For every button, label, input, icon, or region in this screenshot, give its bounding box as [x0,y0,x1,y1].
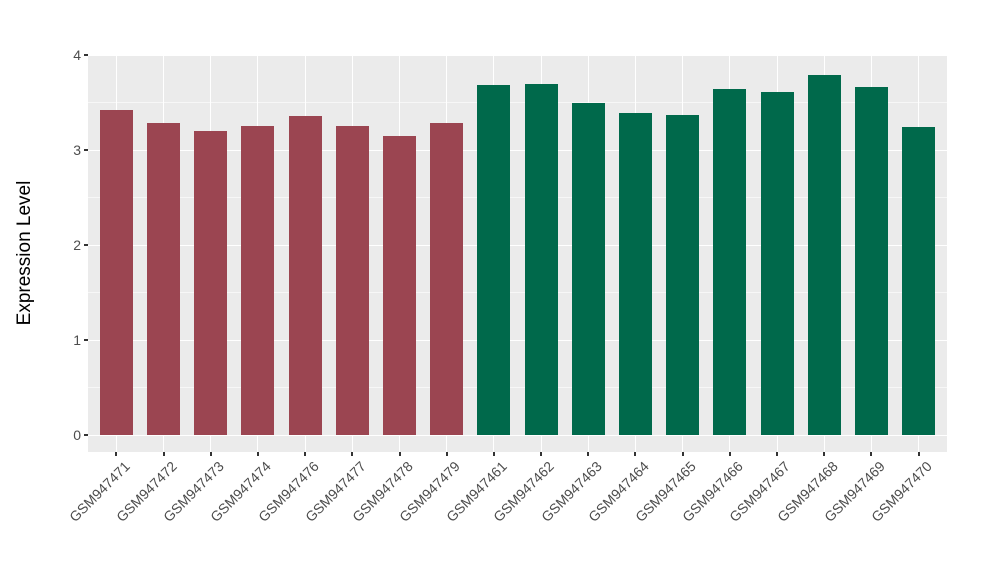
bar-GSM947472 [147,123,181,435]
y-tick-label: 1 [73,332,81,348]
x-tick-mark [304,452,307,456]
gridline-major [88,55,947,56]
x-tick-mark [728,452,731,456]
bar-GSM947467 [760,92,794,435]
y-tick-mark [84,244,88,246]
x-tick-mark [776,452,779,456]
bar-GSM947465 [666,114,700,435]
y-tick-mark [84,434,88,436]
x-tick-mark [587,452,590,456]
bar-GSM947474 [241,126,275,435]
x-tick-mark [681,452,684,456]
x-tick-mark [351,452,354,456]
x-tick-mark [398,452,401,456]
plot-panel [88,55,947,452]
x-tick-mark [823,452,826,456]
bar-GSM947473 [194,131,228,435]
x-tick-mark [540,452,543,456]
x-tick-mark [917,452,920,456]
gridline-major [88,434,947,436]
y-tick-label: 4 [73,47,81,63]
x-tick-mark [870,452,873,456]
x-tick-mark [256,452,259,456]
y-tick-label: 2 [73,237,81,253]
y-tick-mark [84,339,88,341]
gridline-major [88,244,947,246]
bar-GSM947463 [571,102,605,435]
bar-GSM947461 [477,85,511,435]
bar-GSM947476 [288,115,322,435]
y-tick-mark [84,149,88,151]
bar-GSM947464 [618,112,652,435]
gridline-minor [88,197,947,198]
gridline-major [88,149,947,151]
y-tick-label: 0 [73,427,81,443]
x-tick-mark [445,452,448,456]
gridline-major [88,339,947,341]
bar-GSM947462 [524,83,558,435]
bar-GSM947470 [902,127,936,435]
bar-GSM947478 [383,135,416,435]
bar-GSM947479 [430,123,464,435]
x-tick-mark [115,452,118,456]
y-tick-mark [84,54,88,56]
gridline-minor [88,102,947,103]
x-tick-mark [634,452,637,456]
bar-GSM947466 [713,89,747,435]
bar-GSM947471 [99,110,133,435]
x-tick-mark [209,452,212,456]
gridline-minor [88,387,947,388]
x-tick-mark [492,452,495,456]
bar-GSM947477 [335,126,369,435]
bar-GSM947468 [807,74,841,435]
bar-GSM947469 [854,87,888,435]
x-tick-mark [162,452,165,456]
y-tick-label: 3 [73,142,81,158]
gridline-minor [88,292,947,293]
